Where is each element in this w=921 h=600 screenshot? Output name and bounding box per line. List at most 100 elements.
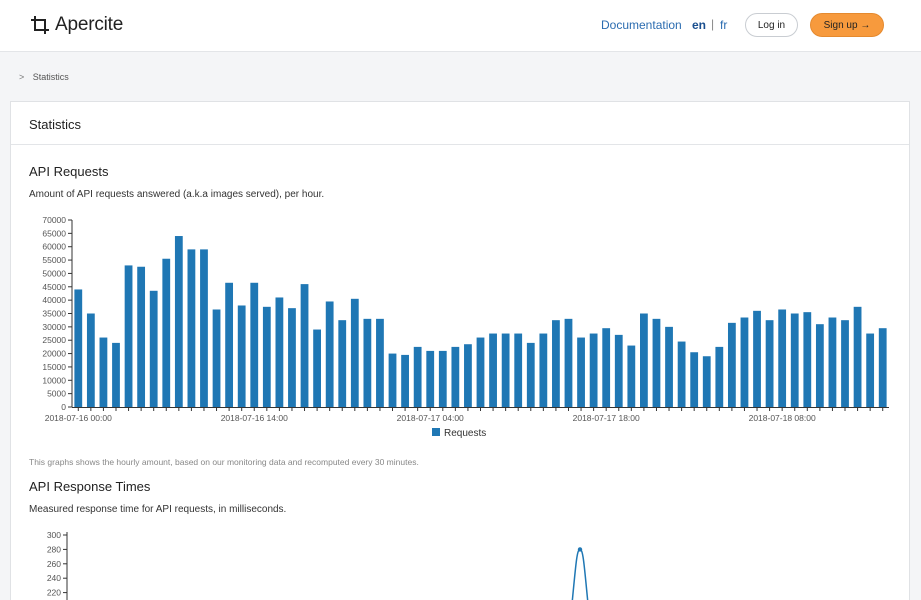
bar	[526, 342, 535, 407]
api-response-times-chart: 300 280 260 240 220	[47, 530, 589, 600]
y-tick-label: 15000	[42, 362, 66, 372]
bar	[438, 350, 447, 407]
y-tick-label: 240	[47, 573, 61, 583]
bar	[325, 301, 334, 407]
bar	[174, 236, 183, 407]
y-tick-label: 20000	[42, 349, 66, 359]
series-line	[571, 548, 589, 600]
bar	[841, 320, 849, 407]
bar	[149, 290, 158, 407]
bar	[275, 297, 284, 407]
bar	[451, 346, 460, 407]
x-tick-label: 2018-07-17 04:00	[397, 413, 464, 423]
x-tick-label: 2018-07-16 00:00	[45, 413, 112, 423]
bar	[652, 318, 661, 407]
y-tick-label: 300	[47, 530, 61, 540]
bar	[690, 352, 699, 407]
y-tick-label: 65000	[42, 228, 66, 238]
breadcrumb: > Statistics	[19, 72, 69, 82]
bar	[426, 350, 435, 407]
bar	[74, 289, 83, 407]
signup-button[interactable]: Sign up →	[810, 13, 884, 37]
bar	[313, 329, 321, 407]
bar	[187, 249, 196, 407]
bar	[589, 333, 598, 407]
bar	[350, 298, 359, 407]
api-requests-note: This graphs shows the hourly amount, bas…	[29, 457, 419, 467]
x-tick-label: 2018-07-16 14:00	[221, 413, 288, 423]
bar	[614, 334, 623, 407]
y-tick-label: 25000	[42, 335, 66, 345]
bar	[665, 326, 673, 407]
language-en-link[interactable]: en	[692, 18, 707, 32]
breadcrumb-current: Statistics	[32, 72, 69, 82]
bar	[803, 312, 812, 407]
bar	[212, 309, 221, 407]
brand-logo[interactable]: Apercite	[30, 14, 123, 36]
bar	[99, 337, 108, 407]
y-tick-label: 50000	[42, 268, 66, 278]
bar	[715, 346, 724, 407]
bar	[376, 318, 384, 407]
bar	[388, 353, 397, 407]
breadcrumb-chevron: >	[19, 72, 25, 82]
y-tick-label: 60000	[42, 242, 66, 252]
bar	[702, 356, 711, 407]
bar	[815, 324, 824, 407]
data-point	[577, 547, 583, 552]
bar	[627, 345, 636, 407]
bar	[262, 306, 271, 407]
bar	[790, 313, 799, 407]
bar	[489, 333, 497, 407]
bar	[577, 337, 585, 407]
language-separator: |	[711, 17, 715, 31]
api-response-times-description: Measured response time for API requests,…	[29, 504, 287, 515]
language-fr-link[interactable]: fr	[720, 18, 728, 32]
bar	[476, 337, 485, 407]
bar	[288, 308, 296, 407]
y-tick-label: 35000	[42, 309, 66, 319]
bar	[137, 266, 146, 407]
y-tick-label: 5000	[47, 389, 66, 399]
api-requests-chart: 7000065000600005500050000450004000035000…	[42, 215, 889, 439]
x-tick-label: 2018-07-17 18:00	[573, 413, 640, 423]
bar	[464, 344, 472, 407]
bar	[853, 306, 862, 407]
bar	[740, 317, 749, 407]
y-tick-label: 260	[47, 559, 61, 569]
y-tick-label: 30000	[42, 322, 66, 332]
y-tick-label: 45000	[42, 282, 66, 292]
bar	[300, 284, 309, 407]
bar	[501, 333, 510, 407]
legend-label: Requests	[444, 428, 486, 439]
top-navbar: Apercite Documentation en | fr Log in Si…	[0, 0, 921, 52]
api-response-times-title: API Response Times	[29, 479, 151, 494]
x-tick-label: 2018-07-18 08:00	[749, 413, 816, 423]
y-tick-label: 55000	[42, 255, 66, 265]
bar	[878, 328, 887, 407]
bar	[200, 249, 208, 407]
crop-icon	[31, 16, 49, 34]
bar	[564, 318, 573, 407]
bar	[677, 341, 686, 407]
y-tick-label: 0	[61, 402, 66, 412]
y-tick-label: 280	[47, 544, 61, 554]
bar	[86, 313, 95, 407]
bar	[413, 346, 422, 407]
bar	[866, 333, 875, 407]
brand-name: Apercite	[55, 14, 124, 35]
bar	[514, 333, 523, 407]
bar	[539, 333, 548, 407]
documentation-link[interactable]: Documentation	[601, 18, 682, 32]
login-button[interactable]: Log in	[745, 13, 798, 37]
api-requests-title: API Requests	[29, 164, 109, 179]
bar	[112, 342, 120, 407]
statistics-card: Statistics API Requests Amount of API re…	[10, 101, 910, 600]
bar	[401, 354, 409, 407]
bar	[828, 317, 837, 407]
bar	[237, 305, 246, 407]
bar	[778, 309, 787, 407]
bar	[765, 320, 774, 407]
bar	[363, 318, 372, 407]
bar	[640, 313, 648, 407]
